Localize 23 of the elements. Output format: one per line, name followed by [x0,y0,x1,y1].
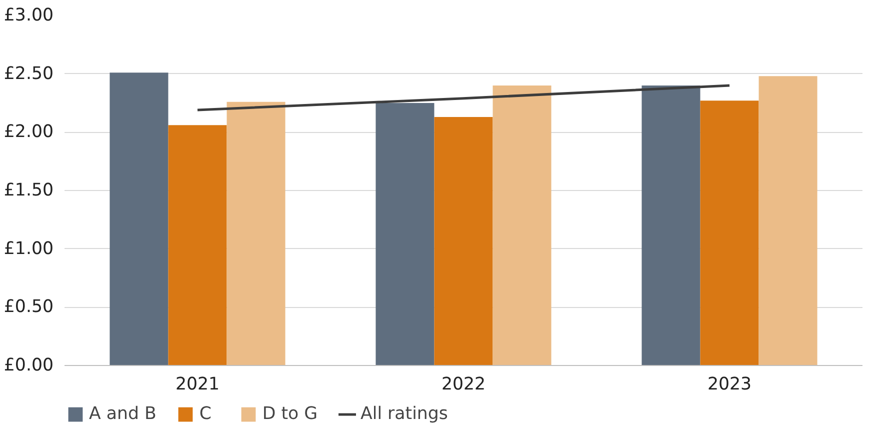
bar [168,125,227,366]
x-tick-label: 2022 [441,374,486,394]
bar [226,102,286,366]
bar [758,76,818,366]
y-tick-label: £0.00 [4,356,54,376]
bar [110,72,168,366]
x-tick-label: 2021 [175,374,220,394]
bar [642,86,700,366]
x-tick-label: 2023 [707,374,752,394]
bar [434,117,493,366]
legend-label: A and B [89,404,156,424]
legend-label: All ratings [360,404,448,424]
y-tick-label: £3.00 [4,6,54,26]
y-tick-label: £1.50 [4,180,54,200]
bar [492,86,552,366]
y-tick-label: £0.50 [4,297,54,318]
bar [376,103,434,366]
y-tick-label: £2.00 [4,122,54,142]
bar [700,100,759,366]
legend-label: C [199,404,212,424]
y-tick-label: £2.50 [4,64,54,84]
y-tick-label: £1.00 [4,238,54,259]
legend-label: D to G [262,404,318,424]
